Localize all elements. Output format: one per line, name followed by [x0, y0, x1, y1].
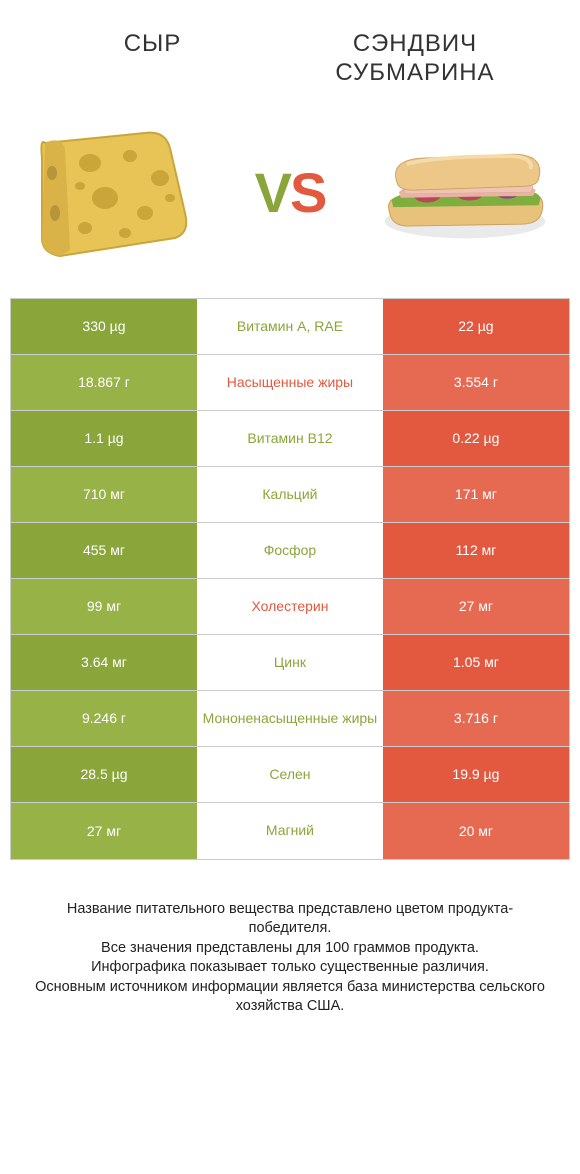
table-row: 3.64 мгЦинк1.05 мг — [11, 635, 569, 691]
left-value: 1.1 µg — [11, 411, 197, 466]
footer-line-3: Инфографика показывает только существенн… — [30, 958, 550, 978]
nutrient-name: Холестерин — [197, 579, 383, 634]
vs-s: S — [290, 161, 325, 224]
nutrient-name: Магний — [197, 803, 383, 859]
right-value: 3.716 г — [383, 691, 569, 746]
sandwich-image — [380, 113, 550, 273]
left-value: 455 мг — [11, 523, 197, 578]
cheese-image — [30, 113, 200, 273]
nutrient-name: Фосфор — [197, 523, 383, 578]
nutrient-name: Кальций — [197, 467, 383, 522]
right-value: 3.554 г — [383, 355, 569, 410]
right-value: 27 мг — [383, 579, 569, 634]
header: СЫР СЭНДВИЧ СУБМАРИНА — [0, 0, 580, 98]
table-row: 455 мгФосфор112 мг — [11, 523, 569, 579]
left-value: 3.64 мг — [11, 635, 197, 690]
left-value: 99 мг — [11, 579, 197, 634]
nutrient-name: Мононенасыщенные жиры — [197, 691, 383, 746]
footer-line-1: Название питательного вещества представл… — [30, 900, 550, 939]
nutrient-name: Витамин B12 — [197, 411, 383, 466]
right-value: 20 мг — [383, 803, 569, 859]
table-row: 18.867 гНасыщенные жиры3.554 г — [11, 355, 569, 411]
footer-line-2: Все значения представлены для 100 граммо… — [30, 939, 550, 959]
hero-row: VS — [0, 98, 580, 298]
nutrient-name: Селен — [197, 747, 383, 802]
left-value: 28.5 µg — [11, 747, 197, 802]
left-value: 710 мг — [11, 467, 197, 522]
right-food-title: СЭНДВИЧ СУБМАРИНА — [290, 30, 540, 88]
right-value: 19.9 µg — [383, 747, 569, 802]
table-row: 99 мгХолестерин27 мг — [11, 579, 569, 635]
table-row: 27 мгМагний20 мг — [11, 803, 569, 859]
cheese-icon — [30, 118, 200, 268]
table-row: 9.246 гМононенасыщенные жиры3.716 г — [11, 691, 569, 747]
right-value: 1.05 мг — [383, 635, 569, 690]
right-value: 22 µg — [383, 299, 569, 354]
table-row: 710 мгКальций171 мг — [11, 467, 569, 523]
right-value: 112 мг — [383, 523, 569, 578]
nutrient-name: Витамин A, RAE — [197, 299, 383, 354]
nutrient-name: Цинк — [197, 635, 383, 690]
table-row: 1.1 µgВитамин B120.22 µg — [11, 411, 569, 467]
table-row: 330 µgВитамин A, RAE22 µg — [11, 299, 569, 355]
vs-label: VS — [255, 160, 326, 225]
right-value: 171 мг — [383, 467, 569, 522]
left-value: 27 мг — [11, 803, 197, 859]
nutrient-name: Насыщенные жиры — [197, 355, 383, 410]
footer-notes: Название питательного вещества представл… — [0, 860, 580, 1017]
left-value: 18.867 г — [11, 355, 197, 410]
table-row: 28.5 µgСелен19.9 µg — [11, 747, 569, 803]
sandwich-icon — [380, 138, 550, 248]
footer-line-4: Основным источником информации является … — [30, 978, 550, 1017]
left-value: 330 µg — [11, 299, 197, 354]
left-value: 9.246 г — [11, 691, 197, 746]
left-food-title: СЫР — [40, 30, 265, 59]
comparison-table: 330 µgВитамин A, RAE22 µg18.867 гНасыщен… — [10, 298, 570, 860]
right-value: 0.22 µg — [383, 411, 569, 466]
vs-v: V — [255, 161, 290, 224]
